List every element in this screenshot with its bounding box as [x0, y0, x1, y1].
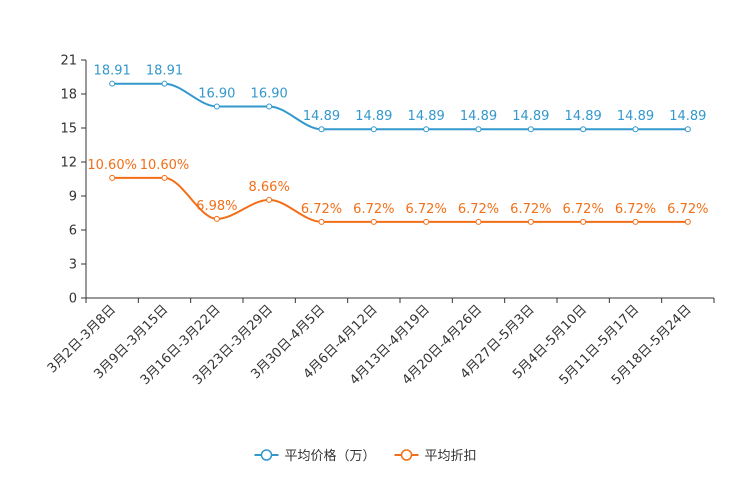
data-point — [109, 80, 116, 87]
data-label: 14.89 — [565, 109, 602, 124]
data-point — [580, 218, 587, 225]
data-point — [161, 174, 168, 181]
data-label: 10.60% — [87, 158, 137, 173]
data-label: 6.98% — [196, 199, 237, 214]
data-point — [527, 126, 534, 133]
y-tick-label: 21 — [60, 54, 77, 69]
data-point — [161, 80, 168, 87]
series-line — [112, 82, 688, 131]
data-point — [370, 218, 377, 225]
data-point — [266, 103, 273, 110]
data-label: 18.91 — [146, 64, 183, 79]
y-tick-label: 0 — [69, 292, 77, 307]
series-line — [112, 176, 688, 223]
data-label: 6.72% — [615, 202, 656, 217]
legend[interactable]: 平均价格（万） 平均折扣 — [254, 448, 477, 464]
data-label: 14.89 — [460, 109, 497, 124]
y-tick-label: 12 — [60, 156, 77, 171]
data-label: 14.89 — [512, 109, 549, 124]
data-label: 6.72% — [458, 202, 499, 217]
data-label: 14.89 — [408, 109, 445, 124]
data-point — [109, 174, 116, 181]
y-tick-label: 6 — [69, 224, 77, 239]
data-label: 6.72% — [406, 202, 447, 217]
data-point — [423, 126, 430, 133]
data-label: 18.91 — [94, 64, 131, 79]
data-label: 6.72% — [353, 202, 394, 217]
data-label: 6.72% — [510, 202, 551, 217]
data-point — [266, 196, 273, 203]
data-label: 14.89 — [669, 109, 706, 124]
data-point — [318, 126, 325, 133]
data-label: 14.89 — [303, 109, 340, 124]
data-point — [632, 218, 639, 225]
legend-marker-icon — [260, 449, 273, 461]
data-point — [213, 103, 220, 110]
data-label: 14.89 — [355, 109, 392, 124]
y-axis: 0 3 6 9 12 15 18 21 — [60, 54, 87, 307]
data-point — [370, 126, 377, 133]
series-2: 10.60% 10.60% 6.98% 8.66% 6.72% 6.72% 6.72% 6.7… — [87, 158, 708, 225]
data-label: 6.72% — [301, 202, 342, 217]
x-axis: 3月2日-3月8日3月9日-3月15日3月16日-3月22日3月23日-3月29… — [45, 297, 715, 388]
data-label: 6.72% — [667, 202, 708, 217]
series-layer: 18.91 18.91 16.90 16.90 14.89 14.89 14.89 14.89… — [87, 64, 708, 225]
data-label: 16.90 — [251, 86, 288, 101]
data-point — [423, 218, 430, 225]
y-tick-label: 18 — [60, 88, 77, 103]
data-point — [632, 126, 639, 133]
legend-item-1[interactable]: 平均价格（万） — [254, 448, 376, 464]
legend-item-2[interactable]: 平均折扣 — [394, 449, 477, 464]
series-1: 18.91 18.91 16.90 16.90 14.89 14.89 14.89 14.89… — [94, 64, 706, 133]
legend-label: 平均价格（万） — [285, 448, 376, 464]
legend-label: 平均折扣 — [425, 449, 477, 464]
y-tick-label: 3 — [69, 258, 77, 273]
data-point — [475, 126, 482, 133]
data-point — [684, 218, 691, 225]
legend-marker-icon — [400, 449, 413, 461]
data-label: 8.66% — [249, 180, 290, 195]
data-label: 16.90 — [198, 86, 235, 101]
data-point — [580, 126, 587, 133]
data-point — [213, 215, 220, 222]
data-label: 10.60% — [140, 158, 190, 173]
data-label: 6.72% — [563, 202, 604, 217]
data-point — [527, 218, 534, 225]
data-label: 14.89 — [617, 109, 654, 124]
data-point — [475, 218, 482, 225]
y-tick-label: 15 — [60, 122, 77, 137]
data-point — [318, 218, 325, 225]
data-point — [684, 126, 691, 133]
y-tick-label: 9 — [69, 190, 77, 205]
